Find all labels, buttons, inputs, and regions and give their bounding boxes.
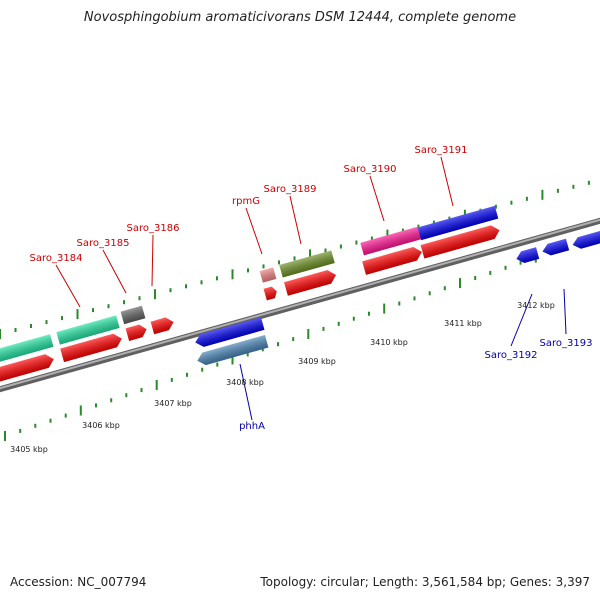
- map-title: Novosphingobium aromaticivorans DSM 1244…: [83, 10, 517, 25]
- gene-bar[interactable]: [360, 226, 422, 256]
- kbp-label: 3405 kbp: [10, 445, 48, 454]
- callout-line: [245, 207, 263, 255]
- cds-arrow[interactable]: [60, 332, 123, 363]
- gene-label-saro-3186[interactable]: Saro_3186: [127, 223, 180, 234]
- kbp-label: 3406 kbp: [82, 421, 120, 430]
- gene-bar-reverse[interactable]: [571, 229, 600, 250]
- gene-label-saro-3189[interactable]: Saro_3189: [264, 184, 317, 195]
- gene-label-saro-3184[interactable]: Saro_3184: [30, 253, 83, 264]
- genome-summary: Topology: circular; Length: 3,561,584 bp…: [260, 575, 590, 589]
- gene-bar[interactable]: [56, 315, 120, 345]
- gene-label-saro-3191[interactable]: Saro_3191: [415, 145, 468, 156]
- gene-bar[interactable]: [279, 250, 335, 278]
- gene-label-phha[interactable]: phhA: [239, 421, 265, 432]
- callout-line: [289, 195, 302, 245]
- cds-arrow[interactable]: [362, 245, 424, 275]
- callout-line: [102, 249, 127, 294]
- cds-arrow[interactable]: [125, 323, 149, 341]
- callout-line: [55, 264, 81, 308]
- feature-track: [0, 205, 600, 384]
- kbp-label: 3412 kbp: [517, 301, 555, 310]
- gene-bar[interactable]: [417, 205, 499, 241]
- cds-arrow[interactable]: [284, 268, 338, 296]
- callout-line: [440, 156, 454, 207]
- gene-bar-reverse[interactable]: [196, 335, 269, 367]
- callout-line: [510, 293, 533, 347]
- kbp-label: 3408 kbp: [226, 378, 264, 387]
- kbp-label: 3411 kbp: [444, 319, 482, 328]
- kbp-scale: 3405 kbp 3406 kbp 3407 kbp 3408 kbp 3409 kbp…: [10, 301, 555, 454]
- gene-label-saro-3190[interactable]: Saro_3190: [344, 164, 397, 175]
- kbp-label: 3410 kbp: [370, 338, 408, 347]
- callout-line: [151, 234, 154, 287]
- cds-arrow[interactable]: [0, 352, 56, 384]
- gene-bar-reverse[interactable]: [194, 317, 265, 348]
- cds-arrow[interactable]: [150, 316, 176, 335]
- gene-label-saro-3192[interactable]: Saro_3192: [485, 350, 538, 361]
- gene-bar-reverse[interactable]: [541, 238, 570, 258]
- genome-backbone-highlight: [0, 218, 600, 390]
- gene-callouts: Saro_3184 Saro_3185 Saro_3186 rpmG Saro_3189…: [30, 145, 593, 432]
- gene-label-rpmg[interactable]: rpmG: [232, 196, 260, 207]
- gene-label-saro-3185[interactable]: Saro_3185: [77, 238, 130, 249]
- rna-bar[interactable]: [259, 267, 277, 283]
- kbp-label: 3409 kbp: [298, 357, 336, 366]
- accession-label: Accession: NC_007794: [10, 575, 147, 589]
- gene-bar-reverse[interactable]: [515, 247, 540, 264]
- cds-arrow[interactable]: [263, 286, 279, 301]
- callout-line: [369, 175, 385, 222]
- gene-bar[interactable]: [120, 305, 146, 325]
- callout-line: [563, 288, 567, 335]
- gene-bar[interactable]: [0, 334, 54, 366]
- callout-line: [239, 363, 253, 421]
- gene-label-saro-3193[interactable]: Saro_3193: [540, 338, 593, 349]
- cds-arrow[interactable]: [420, 223, 502, 259]
- upper-tick-track: [0, 180, 590, 339]
- kbp-label: 3407 kbp: [154, 399, 192, 408]
